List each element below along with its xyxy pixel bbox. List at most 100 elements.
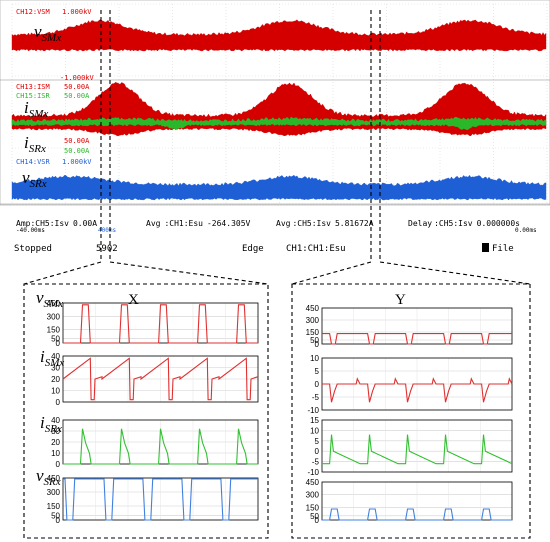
tick-label: 50 — [310, 336, 319, 345]
meas-4: Delay:CH5:Isv 0.000000s — [408, 219, 520, 228]
series-line-vSMx — [322, 333, 512, 345]
tick-label: 50 — [310, 512, 319, 521]
ch14-label: CH14:VSR — [16, 158, 51, 166]
scope-vsr-wave — [11, 174, 547, 201]
series-line-iSRx — [63, 428, 258, 465]
meas-2: Avg:CH1:Esu -264.305V — [146, 219, 251, 228]
tick-label: 0 — [315, 380, 320, 389]
axes-frame — [62, 419, 259, 465]
x-label-vsr: vSRx — [36, 466, 61, 488]
meas-1: Amp:CH5:Isv 0.00A — [16, 219, 97, 228]
axes-frame — [62, 477, 259, 521]
tick-label: 5 — [315, 367, 320, 376]
tick-label: 10 — [51, 387, 60, 396]
time-mid: 400ms — [98, 227, 116, 234]
series-line-iSRx — [322, 434, 513, 465]
tick-label: 150 — [47, 326, 61, 335]
tick-label: 20 — [51, 375, 60, 384]
ch13-neg-scale: -1.000kV — [60, 74, 95, 82]
tick-label: 0 — [315, 516, 320, 525]
tick-label: 5 — [315, 437, 320, 446]
x-label-isr: iSRx — [40, 413, 62, 435]
series-line-vSMx — [63, 304, 258, 344]
tick-label: 0 — [315, 340, 320, 349]
axes-frame — [321, 307, 513, 345]
status-state: Stopped — [14, 244, 52, 254]
scope-isr-wave — [11, 116, 547, 131]
series-line-vSRx — [322, 508, 512, 521]
series-line-iSMx — [322, 377, 513, 403]
tick-label: 10 — [310, 426, 319, 435]
ch13-scale: 50.00A — [64, 83, 90, 91]
tick-label: 300 — [47, 312, 61, 321]
tick-label: -5 — [312, 458, 320, 467]
axes-frame — [321, 419, 513, 473]
time-right: 0.00ms — [515, 227, 537, 234]
tick-label: 0 — [315, 447, 320, 456]
file-icon — [482, 243, 489, 252]
chart-X-iSRx: 0 10 20 30 40 — [51, 416, 259, 469]
tick-label: 30 — [51, 364, 60, 373]
label-vsr: vSRx — [22, 168, 47, 190]
x-label-ism: iSMx — [40, 347, 64, 369]
tick-label: 0 — [56, 339, 61, 348]
time-left: -40.00ms — [16, 227, 45, 234]
tick-label: 0 — [56, 516, 61, 525]
tick-label: 0 — [56, 398, 61, 407]
tick-label: 300 — [306, 316, 320, 325]
tick-label: 300 — [306, 491, 320, 500]
tick-label: 450 — [47, 474, 61, 483]
tick-label: 450 — [306, 478, 320, 487]
tick-label: 450 — [306, 304, 320, 313]
tick-label: 15 — [310, 416, 319, 425]
tick-label: 20 — [51, 438, 60, 447]
status-trigger: Edge — [242, 244, 264, 254]
meas-3: Avg:CH5:Isv 5.81672A — [276, 219, 374, 228]
ch13-label: CH13:ISM — [16, 83, 50, 91]
ch-extra-scale-a: 50.00A — [64, 137, 90, 145]
tick-label: 150 — [306, 503, 320, 512]
tick-label: 40 — [51, 352, 60, 361]
status-file: File — [492, 244, 514, 254]
tick-label: -5 — [312, 393, 320, 402]
zoom-guides — [23, 10, 531, 539]
ch12-label: CH12:VSM — [16, 8, 50, 16]
tick-label: 150 — [306, 328, 320, 337]
x-label-vsm: vSMx — [36, 288, 63, 310]
chart-Y-iSMx: -10 -5 0 5 10 — [307, 354, 513, 415]
label-ism: iSMx — [24, 98, 48, 120]
tick-label: 50 — [51, 511, 60, 520]
scope-waveforms — [11, 19, 547, 201]
tick-label: 30 — [51, 427, 60, 436]
panel-y-title: Y — [395, 292, 406, 308]
tick-label: -10 — [307, 468, 319, 477]
scope-screen: CH12:VSM 1.000kV -1.000kV CH13:ISM 50.00… — [0, 0, 550, 254]
tick-label: 300 — [47, 488, 61, 497]
tick-label: 10 — [310, 354, 319, 363]
ch15-label: CH15:ISR — [16, 92, 51, 100]
tick-label: -10 — [307, 406, 319, 415]
tick-label: 0 — [56, 460, 61, 469]
tick-label: 150 — [47, 502, 61, 511]
series-line-iSMx — [62, 357, 259, 401]
ch15-scale: 50.00A — [64, 92, 90, 100]
status-count: 5902 — [96, 244, 118, 254]
tick-label: 40 — [51, 416, 60, 425]
label-isr: iSRx — [24, 133, 46, 155]
label-vsm: vSMx — [34, 22, 61, 44]
ch-extra-scale-b: 50.00A — [64, 147, 90, 155]
panel-x-title: X — [128, 292, 139, 308]
ch14-scale: 1.000kV — [62, 158, 92, 166]
chart-X-iSMx: 0 10 20 30 40 — [51, 352, 259, 407]
axes-frame — [62, 302, 259, 344]
zoom-subcharts: 0501503004500102030400102030400501503004… — [47, 299, 513, 525]
scope-vsm-wave — [11, 19, 547, 52]
tick-label: 450 — [47, 299, 61, 308]
tick-label: 50 — [51, 335, 60, 344]
